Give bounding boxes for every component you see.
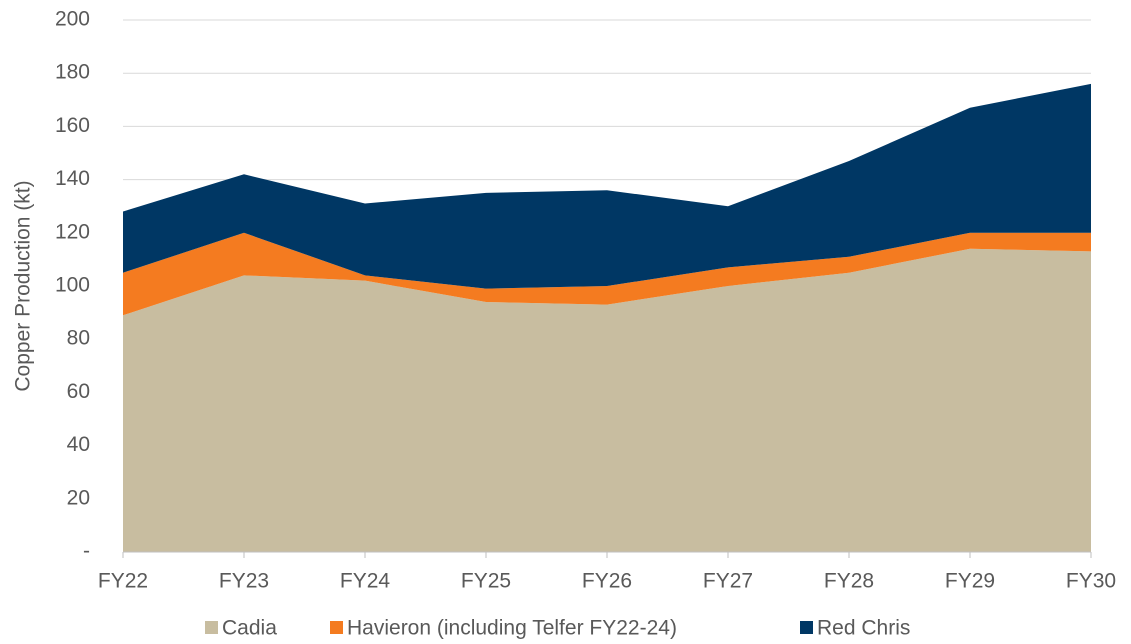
legend-swatch xyxy=(800,621,813,634)
x-tick-label: FY25 xyxy=(461,570,511,593)
y-tick-label: 120 xyxy=(55,220,90,243)
area xyxy=(123,83,1091,289)
y-tick-label: 40 xyxy=(67,433,90,456)
y-tick-label: 200 xyxy=(55,8,90,31)
x-tick-label: FY23 xyxy=(219,570,269,593)
legend-label: Cadia xyxy=(222,617,277,640)
y-tick-label: 80 xyxy=(67,327,90,350)
x-tick-label: FY24 xyxy=(340,570,391,593)
area xyxy=(123,248,1091,552)
y-axis-title: Copper Production (kt) xyxy=(12,180,35,391)
legend-label: Red Chris xyxy=(817,617,910,640)
x-tick-label: FY29 xyxy=(945,570,995,593)
y-tick-label: 20 xyxy=(67,486,90,509)
y-tick-label: 160 xyxy=(55,114,90,137)
x-tick-label: FY26 xyxy=(582,570,632,593)
y-tick-label: 100 xyxy=(55,274,90,297)
y-tick-label: 180 xyxy=(55,61,90,84)
legend-swatch xyxy=(205,621,218,634)
x-tick-label: FY30 xyxy=(1066,570,1116,593)
area xyxy=(123,232,1091,316)
x-tick-label: FY22 xyxy=(98,570,148,593)
y-tick-label: - xyxy=(83,540,90,563)
y-tick-label: 60 xyxy=(67,380,90,403)
y-tick-label: 140 xyxy=(55,167,90,190)
x-tick-label: FY28 xyxy=(824,570,874,593)
legend-swatch xyxy=(330,621,343,634)
legend-label: Havieron (including Telfer FY22-24) xyxy=(347,617,677,640)
x-tick-label: FY27 xyxy=(703,570,753,593)
